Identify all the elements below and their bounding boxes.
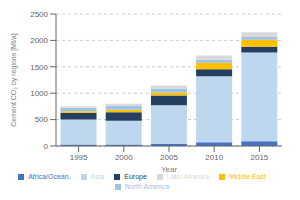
- svg-text:2000: 2000: [115, 153, 133, 162]
- svg-text:1500: 1500: [30, 63, 48, 72]
- svg-text:500: 500: [35, 115, 49, 124]
- html-text:North America: North America: [124, 183, 170, 190]
- html-text:Asia: Asia: [90, 173, 105, 180]
- svg-text:Year: Year: [161, 165, 178, 174]
- html-text:Latin America: Latin America: [166, 173, 210, 180]
- svg-text:Cement CO₂ by regions [Mt/a]: Cement CO₂ by regions [Mt/a]: [10, 33, 18, 126]
- svg-text:0: 0: [44, 142, 49, 151]
- svg-text:2500: 2500: [30, 10, 48, 19]
- svg-text:2015: 2015: [251, 153, 269, 162]
- svg-text:2010: 2010: [205, 153, 223, 162]
- html-text:Africa/Ocean.: Africa/Ocean.: [28, 173, 71, 180]
- html-text:Europe: Europe: [124, 173, 147, 180]
- svg-text:1000: 1000: [30, 89, 48, 98]
- svg-text:2000: 2000: [30, 36, 48, 45]
- svg-text:1995: 1995: [70, 153, 88, 162]
- html-text:Middle East: Middle East: [229, 173, 266, 180]
- svg-text:2005: 2005: [160, 153, 178, 162]
